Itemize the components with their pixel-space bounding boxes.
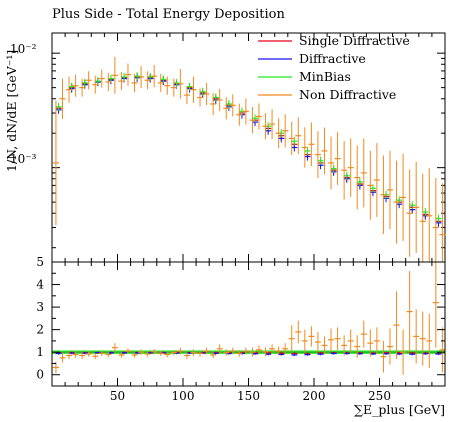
ratio-panel-frame (51, 261, 446, 387)
legend-label-single-diffractive: Single Diffractive (299, 33, 410, 48)
x-tick-label: 50 (110, 389, 125, 403)
x-tick-label: 200 (303, 389, 326, 403)
chart-title: Plus Side - Total Energy Deposition (52, 7, 285, 22)
legend-label-minbias: MinBias (299, 69, 351, 84)
ratio-y-tick-label: 2 (36, 323, 44, 337)
ratio-y-tick-label: 1 (36, 345, 44, 359)
ratio-panel: 50 100 150 200 250 0 1 2 3 4 5 (36, 255, 446, 403)
ratio-y-tick-label: 0 (36, 368, 44, 382)
series-non-diffractive (52, 56, 446, 262)
legend-label-non-diffractive: Non Diffractive (299, 87, 396, 102)
ratio-y-tick-label: 5 (36, 255, 44, 269)
main-panel: 1/N, dN/dE [GeV⁻¹] 10⁻² 10⁻³ (4, 32, 446, 263)
y-axis-label: 1/N, dN/dE [GeV⁻¹] (4, 50, 19, 172)
legend-label-diffractive: Diffractive (299, 51, 366, 66)
main-panel-frame (51, 32, 446, 263)
x-tick-label: 250 (368, 389, 391, 403)
legend: Single Diffractive Diffractive MinBias N… (258, 33, 410, 102)
y-tick-label-1e-3: 10⁻³ (10, 152, 37, 166)
ratio-y-tick-label: 4 (36, 278, 44, 292)
ratio-y-tick-label: 3 (36, 300, 44, 314)
y-tick-label-1e-2: 10⁻² (10, 42, 37, 56)
ratio-series-non-diffractive (52, 262, 446, 375)
x-tick-label: 100 (172, 389, 195, 403)
x-tick-label: 150 (237, 389, 260, 403)
x-axis-label: ∑E_plus [GeV] (354, 402, 445, 417)
